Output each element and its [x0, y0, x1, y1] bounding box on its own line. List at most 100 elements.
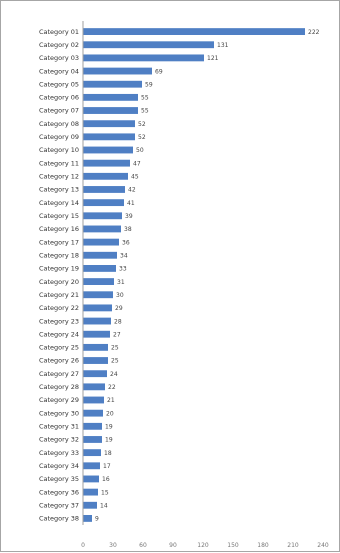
category-label: Category 31 — [39, 423, 79, 431]
x-tick-label: 120 — [197, 542, 209, 549]
bar — [83, 93, 138, 101]
x-tick-label: 210 — [287, 542, 299, 549]
category-label: Category 19 — [39, 265, 79, 273]
category-label: Category 30 — [39, 409, 79, 417]
bar — [83, 133, 135, 141]
bar — [83, 357, 108, 364]
category-label: Category 24 — [39, 330, 79, 338]
category-label: Category 35 — [39, 475, 79, 483]
value-label: 38 — [124, 226, 132, 233]
bar — [83, 225, 121, 233]
value-label: 14 — [100, 502, 108, 509]
bar — [83, 186, 125, 193]
bar — [83, 383, 105, 391]
category-label: Category 25 — [39, 344, 79, 352]
bar — [83, 28, 305, 35]
category-label: Category 20 — [39, 278, 79, 286]
bar — [83, 159, 130, 167]
bar — [83, 422, 102, 430]
bar — [83, 291, 113, 299]
value-label: 33 — [119, 266, 127, 273]
bar — [83, 343, 108, 351]
bar — [83, 107, 138, 114]
value-label: 9 — [95, 516, 99, 523]
bar — [83, 41, 214, 49]
bar — [83, 396, 104, 404]
bar — [83, 330, 110, 338]
bar — [83, 488, 98, 496]
value-label: 222 — [308, 29, 320, 36]
bar — [83, 67, 152, 75]
value-label: 21 — [107, 397, 115, 404]
bar — [83, 238, 119, 246]
value-label: 16 — [102, 476, 110, 483]
category-label: Category 26 — [39, 357, 79, 365]
value-label: 131 — [217, 42, 229, 49]
bar — [83, 462, 100, 470]
x-tick-label: 90 — [169, 542, 177, 549]
category-label: Category 15 — [39, 212, 79, 220]
x-tick-label: 30 — [109, 542, 117, 549]
value-label: 42 — [128, 187, 136, 194]
x-tick-label: 180 — [257, 542, 269, 549]
category-label: Category 02 — [39, 41, 79, 49]
value-label: 27 — [113, 331, 121, 338]
bar — [83, 212, 122, 220]
category-label: Category 34 — [39, 462, 79, 470]
value-label: 59 — [145, 81, 153, 88]
category-label: Category 36 — [39, 488, 79, 496]
value-label: 29 — [115, 305, 123, 312]
bar — [83, 436, 102, 443]
value-label: 39 — [125, 213, 133, 220]
category-label: Category 09 — [39, 133, 79, 141]
category-label: Category 10 — [39, 146, 79, 154]
bar — [83, 501, 97, 509]
category-label: Category 18 — [39, 251, 79, 259]
bar — [83, 370, 107, 378]
value-label: 18 — [104, 450, 112, 457]
category-label: Category 32 — [39, 436, 79, 444]
bar — [83, 475, 99, 483]
value-label: 28 — [114, 318, 122, 325]
value-label: 20 — [106, 410, 114, 417]
category-label: Category 33 — [39, 449, 79, 457]
value-label: 50 — [136, 147, 144, 154]
value-label: 34 — [120, 252, 128, 259]
value-label: 19 — [105, 437, 113, 444]
bar — [83, 409, 103, 417]
bar — [83, 304, 112, 312]
value-label: 22 — [108, 384, 116, 391]
category-label: Category 28 — [39, 383, 79, 391]
bar — [83, 80, 142, 88]
bar — [83, 172, 128, 180]
category-label: Category 08 — [39, 120, 79, 128]
x-tick-label: 60 — [139, 542, 147, 549]
category-label: Category 01 — [39, 28, 79, 36]
value-label: 31 — [117, 279, 125, 286]
category-label: Category 37 — [39, 501, 79, 509]
bar — [83, 317, 111, 325]
category-label: Category 21 — [39, 291, 79, 299]
x-tick-label: 150 — [227, 542, 239, 549]
x-axis-ticks: 0 30 60 90 120 150 180 210 240 — [81, 542, 329, 549]
category-label: Category 17 — [39, 238, 79, 246]
value-label: 52 — [138, 134, 146, 141]
bar — [83, 199, 124, 207]
bar — [83, 449, 101, 457]
bar — [83, 265, 116, 272]
bar — [83, 515, 92, 522]
x-tick-label: 240 — [317, 542, 329, 549]
value-label: 19 — [105, 424, 113, 431]
category-label: Category 29 — [39, 396, 79, 404]
category-label: Category 04 — [39, 67, 79, 75]
value-label: 121 — [207, 55, 219, 62]
x-tick-label: 0 — [81, 542, 85, 549]
category-label: Category 11 — [39, 159, 79, 167]
value-label: 36 — [122, 239, 130, 246]
category-label: Category 07 — [39, 107, 79, 115]
value-label: 45 — [131, 174, 139, 181]
category-label: Category 27 — [39, 370, 79, 378]
value-label: 25 — [111, 345, 119, 352]
